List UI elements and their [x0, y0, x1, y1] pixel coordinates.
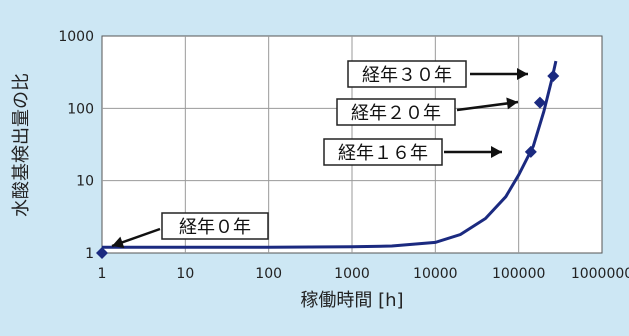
x-tick-label: 1	[98, 266, 107, 282]
annotation-arrowhead	[112, 236, 125, 248]
x-axis-label: 稼働時間 [h]	[300, 290, 403, 311]
data-point-marker	[524, 145, 537, 158]
y-tick-label: 100	[67, 101, 94, 117]
annotation-label: 経年１６年	[338, 143, 428, 164]
y-tick-label: 1	[85, 246, 94, 262]
annotation-box	[161, 212, 269, 240]
y-tick-labels: 1 10 100 1000	[58, 29, 94, 262]
annotation-box	[336, 98, 456, 126]
annotation-arrowhead	[491, 146, 502, 158]
x-tick-label: 1000	[334, 266, 370, 282]
annotations: 経年０年 経年１６年 経年２０年 経年３０年	[111, 60, 528, 248]
x-tick-label: 10000	[413, 266, 458, 282]
y-tick-label: 1000	[58, 29, 94, 45]
y-tick-label: 10	[76, 174, 94, 190]
annotation-label: 経年０年	[179, 217, 251, 238]
annotation-arrowhead	[506, 97, 518, 110]
x-tick-label: 10	[176, 266, 194, 282]
data-point-marker	[96, 247, 108, 259]
x-tick-label: 100	[255, 266, 282, 282]
data-point-marker	[533, 96, 546, 109]
y-axis-label: 水酸基検出量の比	[11, 73, 32, 217]
annotation-label: 経年２０年	[351, 103, 441, 124]
series-line	[102, 60, 558, 249]
data-point-marker	[547, 69, 560, 82]
x-tick-labels: 1 10 100 1000 10000 100000 1000000	[98, 266, 629, 282]
annotation-label: 経年３０年	[362, 65, 452, 86]
annotation-arrowhead	[517, 68, 528, 80]
data-points	[96, 69, 560, 259]
annotation-box	[323, 138, 443, 166]
annotation-box	[347, 60, 467, 88]
x-tick-label: 1000000	[571, 266, 629, 282]
x-tick-label: 100000	[492, 266, 545, 282]
